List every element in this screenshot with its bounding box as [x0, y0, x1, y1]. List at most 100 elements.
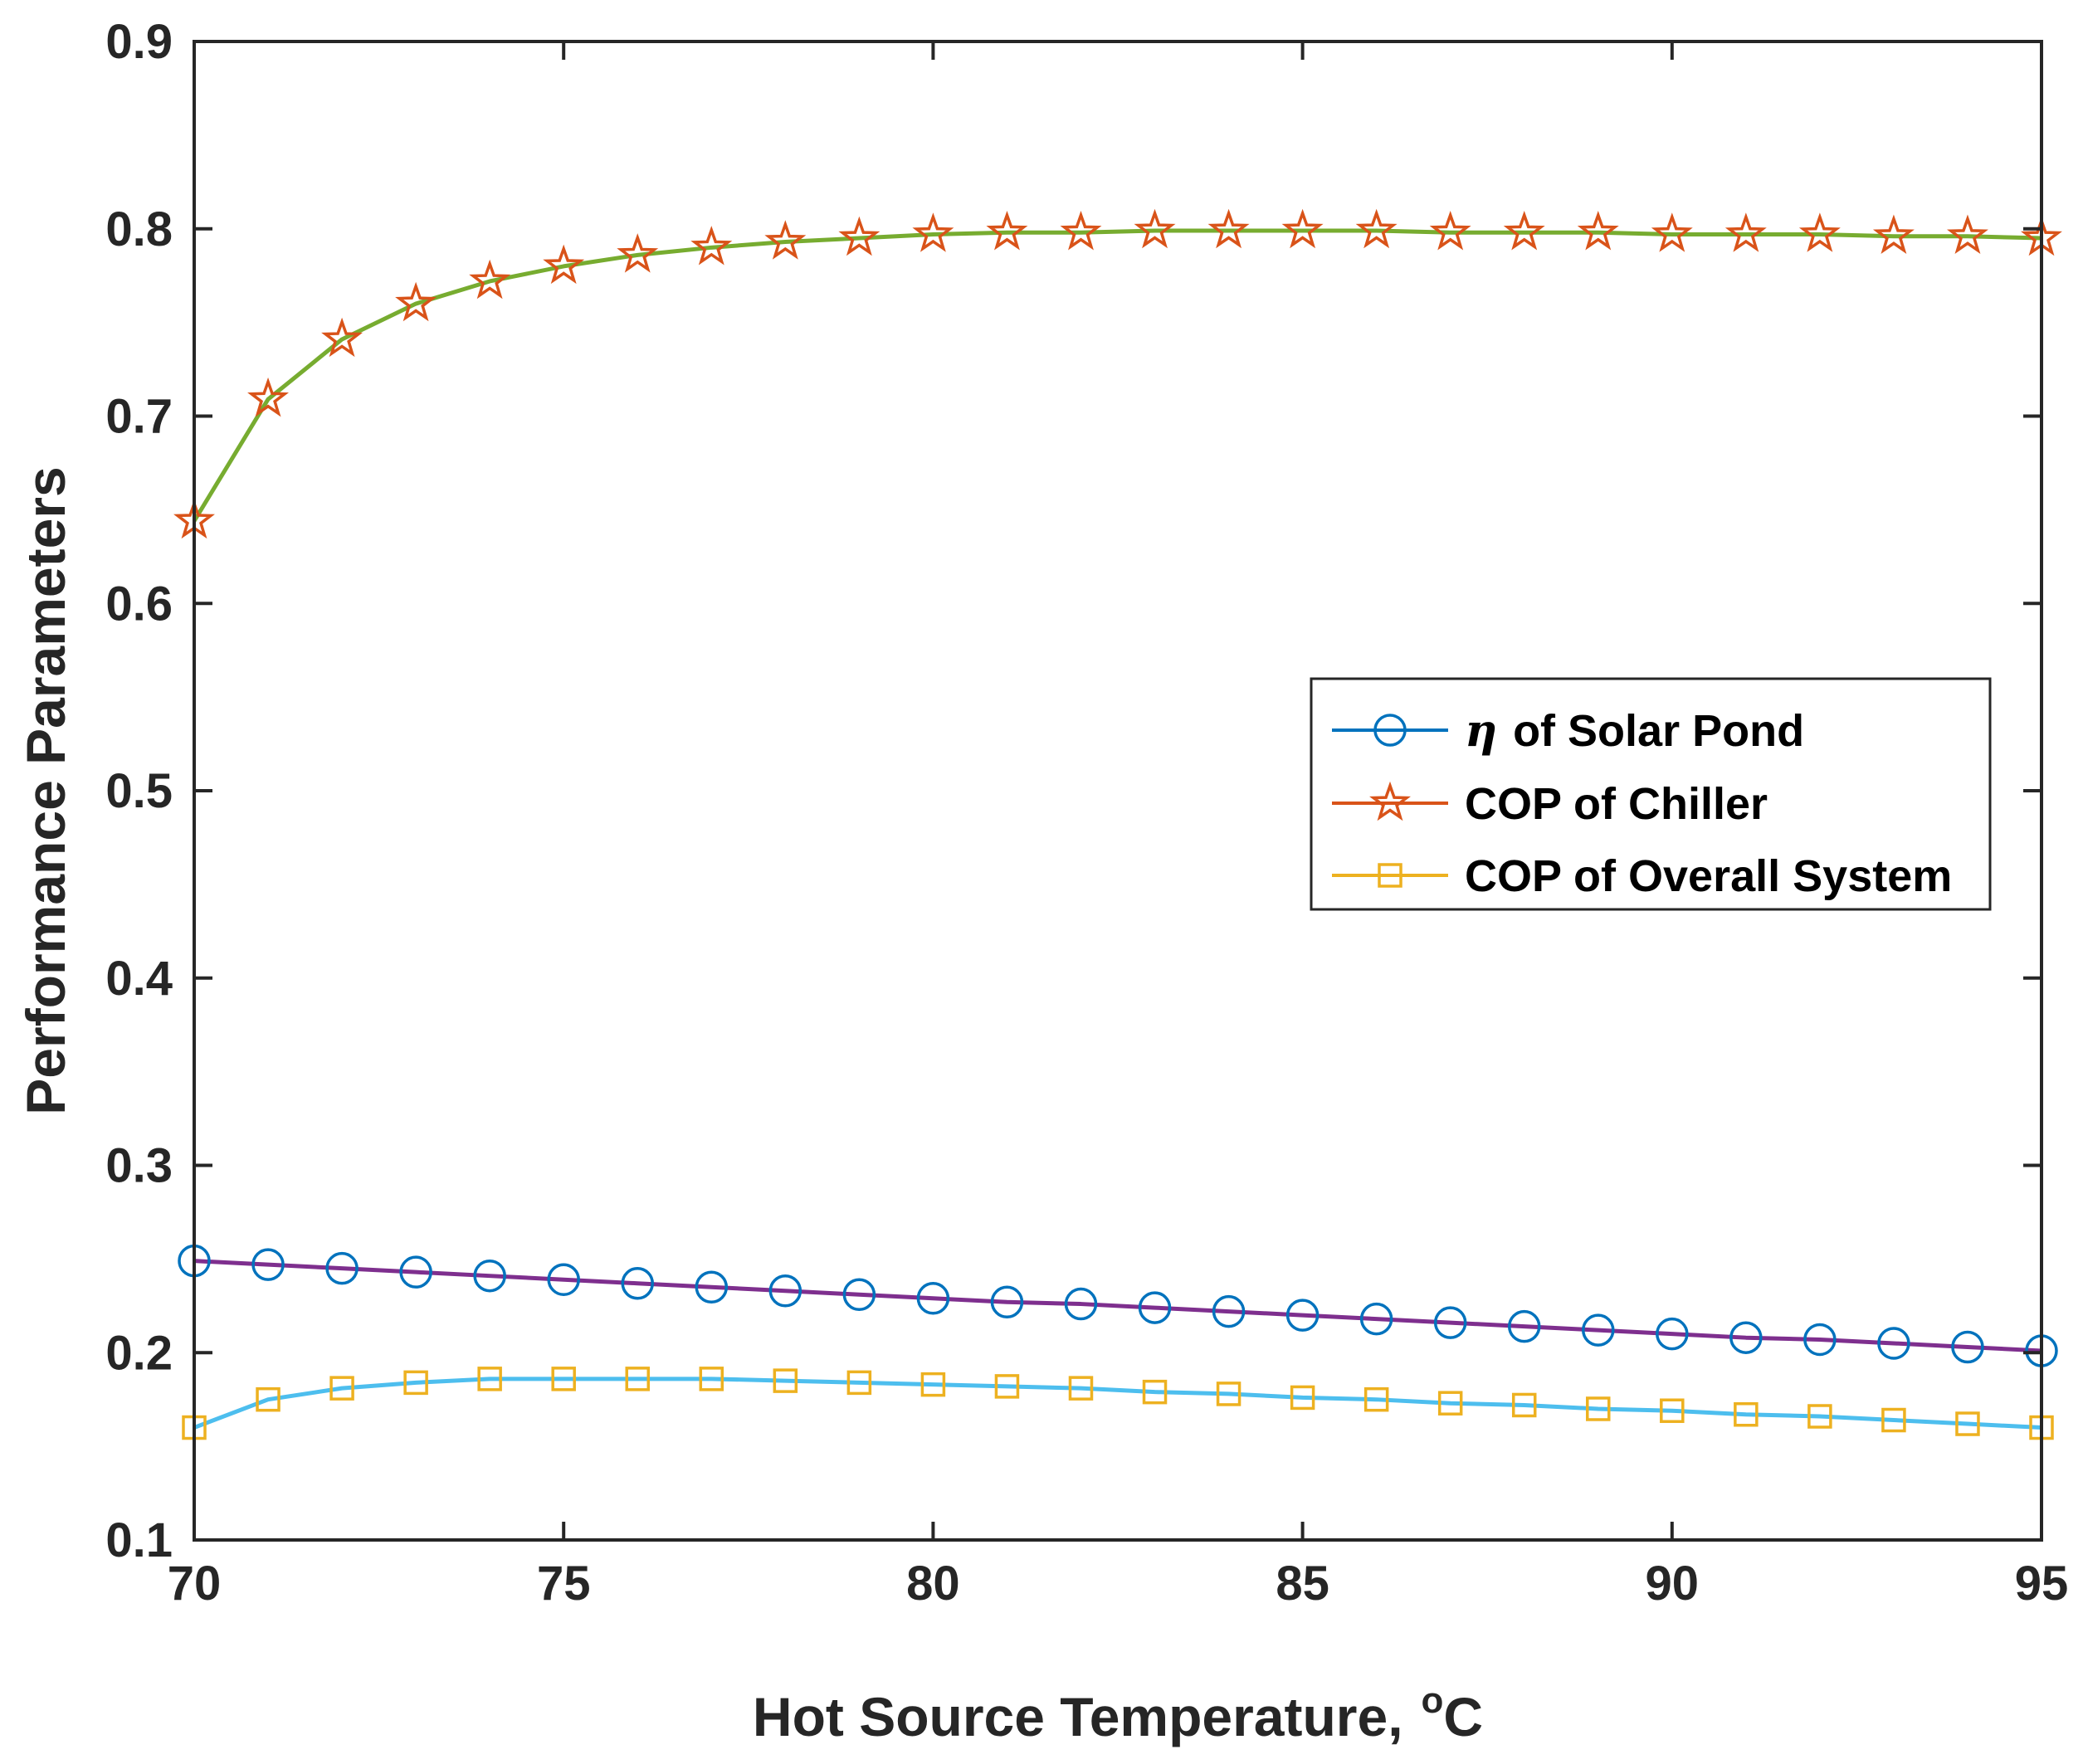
data-point-circle [621, 1266, 654, 1300]
y-tick-labels: 0.1 0.2 0.3 0.4 0.5 0.6 0.7 0.8 0.9 [105, 15, 173, 1567]
data-point-square [1807, 1404, 1832, 1429]
data-point-star [1355, 208, 1398, 249]
data-point-circle [1877, 1327, 1910, 1360]
series-markers-square [182, 1367, 2054, 1440]
data-point-star [1503, 211, 1545, 251]
y-tick-label: 0.8 [105, 202, 173, 256]
data-point-circle [1803, 1323, 1837, 1357]
legend-box [1310, 677, 1992, 911]
data-point-square [1437, 1391, 1463, 1416]
data-point-star [1060, 211, 1102, 251]
legend-entries: η of Solar Pond COP of Chiller COP of Over… [1332, 704, 1952, 901]
data-point-star [1577, 211, 1619, 251]
data-point-circle [1285, 1299, 1320, 1332]
series-line-square [193, 1377, 2042, 1430]
x-tick-label: 80 [906, 1557, 960, 1611]
data-point-circle [842, 1278, 876, 1312]
data-point-star [321, 317, 363, 358]
y-tick-label: 0.7 [105, 390, 173, 444]
data-point-square [1881, 1407, 1906, 1433]
x-tick-labels: 70 75 80 85 90 95 [168, 1557, 2069, 1611]
data-point-square [1511, 1392, 1537, 1418]
data-point-square [1363, 1386, 1389, 1412]
data-point-square [551, 1367, 576, 1391]
y-tick-label: 0.3 [105, 1139, 173, 1193]
data-point-square [1660, 1398, 1685, 1423]
x-tick-label: 90 [1646, 1557, 1700, 1611]
legend-marker-star [1369, 781, 1411, 821]
data-point-circle [990, 1285, 1024, 1319]
data-point-circle [1138, 1291, 1172, 1324]
data-point-square [477, 1367, 502, 1391]
y-tick-label: 0.4 [105, 952, 173, 1006]
data-point-square [403, 1370, 428, 1396]
data-point-circle [916, 1282, 950, 1315]
data-point-circle [1729, 1321, 1763, 1354]
y-tick-label: 0.9 [105, 15, 173, 69]
data-point-circle [473, 1259, 506, 1293]
legend-marker-square [1378, 863, 1402, 888]
data-point-circle [1951, 1330, 1984, 1364]
data-point-star [395, 281, 437, 322]
data-point-star [1798, 212, 1841, 252]
data-point-star [912, 212, 954, 252]
data-point-square [1955, 1411, 1980, 1436]
data-point-circle [1433, 1306, 1467, 1339]
data-point-star [764, 220, 807, 260]
data-point-square [1142, 1379, 1168, 1405]
axis-ticks [193, 40, 2043, 1542]
data-point-circle [695, 1270, 729, 1304]
legend-eta-symbol: η [1465, 704, 1513, 757]
legend: η of Solar Pond COP of Chiller COP of Over… [1310, 677, 1992, 911]
data-point-circle [1656, 1317, 1689, 1351]
y-tick-label: 0.2 [105, 1326, 173, 1380]
data-point-star [543, 244, 585, 285]
data-point-square [1068, 1376, 1094, 1401]
data-point-star [1724, 212, 1767, 252]
data-point-star [1134, 208, 1176, 249]
data-point-star [1281, 208, 1324, 249]
data-point-square [1290, 1385, 1315, 1411]
series-line-circle [193, 1259, 2042, 1353]
data-point-circle [768, 1274, 802, 1308]
plot-markers-group [173, 208, 2062, 1440]
data-point-circle [1359, 1302, 1393, 1336]
data-point-star [1429, 211, 1471, 251]
series-markers-star [173, 208, 2062, 539]
data-point-circle [1212, 1294, 1246, 1328]
data-point-square [920, 1372, 946, 1397]
legend-entry-square: COP of Overall System [1332, 851, 1952, 901]
legend-entry-star: COP of Chiller [1332, 779, 1768, 829]
x-tick-label: 85 [1276, 1557, 1329, 1611]
x-tick-label: 75 [537, 1557, 591, 1611]
x-axis-title: Hot Source Temperature, oC [753, 1680, 1483, 1747]
data-point-star [1651, 212, 1693, 252]
data-point-star [690, 226, 733, 266]
y-axis-title: Performance Parameters [15, 466, 76, 1114]
x-tick-label: 95 [2015, 1557, 2069, 1611]
data-point-square [625, 1367, 650, 1391]
data-point-circle [325, 1251, 359, 1285]
data-point-square [846, 1370, 872, 1396]
data-point-star [1872, 214, 1915, 255]
y-tick-label: 0.1 [105, 1513, 173, 1567]
data-point-star [986, 211, 1028, 251]
data-point-square [994, 1374, 1020, 1399]
data-point-star [1207, 208, 1250, 249]
data-point-star [617, 233, 659, 273]
data-point-square [1734, 1401, 1759, 1427]
legend-marker-circle [1373, 714, 1407, 747]
legend-label: COP of Overall System [1465, 851, 1952, 901]
legend-label: COP of Chiller [1465, 779, 1768, 829]
y-tick-label: 0.6 [105, 577, 173, 631]
data-point-square [1586, 1396, 1611, 1421]
series-markers-circle [178, 1244, 2058, 1367]
data-point-circle [1064, 1287, 1098, 1321]
data-point-square [1216, 1381, 1242, 1406]
data-point-square [256, 1386, 280, 1412]
y-tick-label: 0.5 [105, 764, 173, 818]
data-point-circle [399, 1255, 432, 1289]
data-point-star [1947, 214, 1988, 255]
data-point-square [773, 1368, 798, 1393]
